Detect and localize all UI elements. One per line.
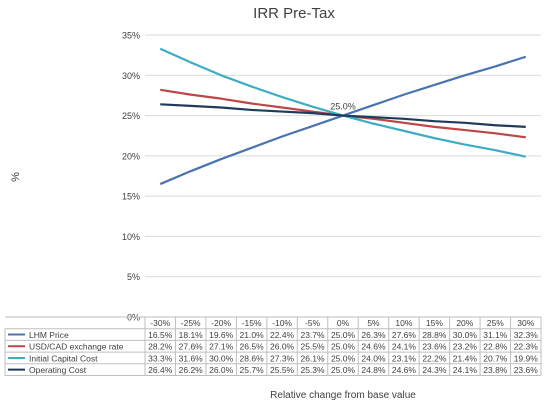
table-cell: 21.0% (240, 330, 265, 340)
series-line (160, 88, 526, 139)
table-cell: 19.6% (209, 330, 234, 340)
x-axis-label: Relative change from base value (270, 390, 416, 401)
x-tick-label: 15% (426, 318, 443, 328)
annotation-label: 25.0% (330, 102, 356, 112)
table-cell: 26.0% (270, 342, 295, 352)
table-cell: 31.1% (483, 330, 508, 340)
table-cell: 20.7% (483, 353, 508, 363)
table-cell: 27.1% (209, 342, 234, 352)
x-tick-label: 5% (367, 318, 380, 328)
y-tick-label: 15% (122, 192, 140, 202)
table-cell: 23.1% (392, 353, 417, 363)
x-tick-label: -20% (211, 318, 231, 328)
table-cell: 25.5% (270, 365, 295, 375)
table-cell: 25.0% (331, 365, 356, 375)
x-tick-label: -15% (242, 318, 262, 328)
table-cell: 25.0% (331, 353, 356, 363)
x-tick-label: 30% (517, 318, 534, 328)
table-cell: 21.4% (453, 353, 478, 363)
table-cell: 32.3% (514, 330, 539, 340)
table-cell: 30.0% (209, 353, 234, 363)
table-cell: 28.6% (240, 353, 265, 363)
table-cell: 26.3% (361, 330, 386, 340)
table-cell: 24.6% (361, 342, 386, 352)
table-cell: 19.9% (514, 353, 539, 363)
y-tick-label: 20% (122, 151, 140, 161)
legend-label: Operating Cost (29, 365, 87, 375)
legend-label: LHM Price (29, 330, 69, 340)
data-table: -30% -25% -20% -15% -10% -5% 0% 5% 10% 15% 20% 25% 3… (4, 316, 542, 376)
table-cell: 25.0% (331, 342, 356, 352)
x-tick-label: 10% (395, 318, 412, 328)
x-tick-label: 25% (487, 318, 504, 328)
table-cell: 28.2% (148, 342, 173, 352)
table-cell: 28.8% (422, 330, 447, 340)
table-cell: 23.6% (422, 342, 447, 352)
y-axis-ticks: 0%5%10%15%20%25%30%35% (122, 31, 140, 323)
table-cell: 27.6% (179, 342, 204, 352)
y-tick-label: 30% (122, 71, 140, 81)
y-tick-label: 25% (122, 111, 140, 121)
y-tick-label: 35% (122, 31, 140, 41)
series-lines (159, 47, 527, 186)
x-tick-label: 20% (456, 318, 473, 328)
y-tick-label: 5% (127, 272, 140, 282)
y-tick-label: 10% (122, 232, 140, 242)
table-cell: 24.1% (392, 342, 417, 352)
table-cell: 22.8% (483, 342, 508, 352)
table-cell: 25.3% (300, 365, 325, 375)
table-cell: 22.4% (270, 330, 295, 340)
table-cell: 26.0% (209, 365, 234, 375)
series-line (159, 55, 527, 186)
gridlines (145, 34, 541, 318)
table-cell: 24.0% (361, 353, 386, 363)
table-cell: 24.6% (392, 365, 417, 375)
table-cell: 25.0% (331, 330, 356, 340)
table-cell: 22.2% (422, 353, 447, 363)
table-cell: 23.8% (483, 365, 508, 375)
table-cell: 30.0% (453, 330, 478, 340)
series-line (160, 103, 526, 128)
table-cell: 25.5% (300, 342, 325, 352)
x-tick-label: 0% (337, 318, 350, 328)
table-cell: 22.3% (514, 342, 539, 352)
table-cell: 31.6% (179, 353, 204, 363)
table-cell: 18.1% (179, 330, 204, 340)
table-cell: 26.2% (179, 365, 204, 375)
table-cell: 23.7% (300, 330, 325, 340)
table-cell: 26.4% (148, 365, 173, 375)
x-tick-label: -30% (150, 318, 170, 328)
table-cell: 24.8% (361, 365, 386, 375)
table-cell: 26.5% (240, 342, 265, 352)
legend-label: USD/CAD exchange rate (29, 342, 124, 352)
table-cell: 24.3% (422, 365, 447, 375)
table-cell: 16.5% (148, 330, 173, 340)
x-tick-label: -10% (272, 318, 292, 328)
table-cell: 24.1% (453, 365, 478, 375)
x-tick-label: -25% (181, 318, 201, 328)
y-axis-label: % (10, 172, 22, 182)
table-cell: 26.1% (300, 353, 325, 363)
table-cell: 27.3% (270, 353, 295, 363)
table-cell: 25.7% (240, 365, 265, 375)
table-cell: 23.2% (453, 342, 478, 352)
annotations: 25.0% (330, 102, 356, 112)
table-cell: 23.6% (514, 365, 539, 375)
chart-title: IRR Pre-Tax (253, 5, 335, 22)
legend-label: Initial Capital Cost (29, 353, 98, 363)
x-tick-label: -5% (305, 318, 321, 328)
table-cell: 27.6% (392, 330, 417, 340)
table-cell: 33.3% (148, 353, 173, 363)
